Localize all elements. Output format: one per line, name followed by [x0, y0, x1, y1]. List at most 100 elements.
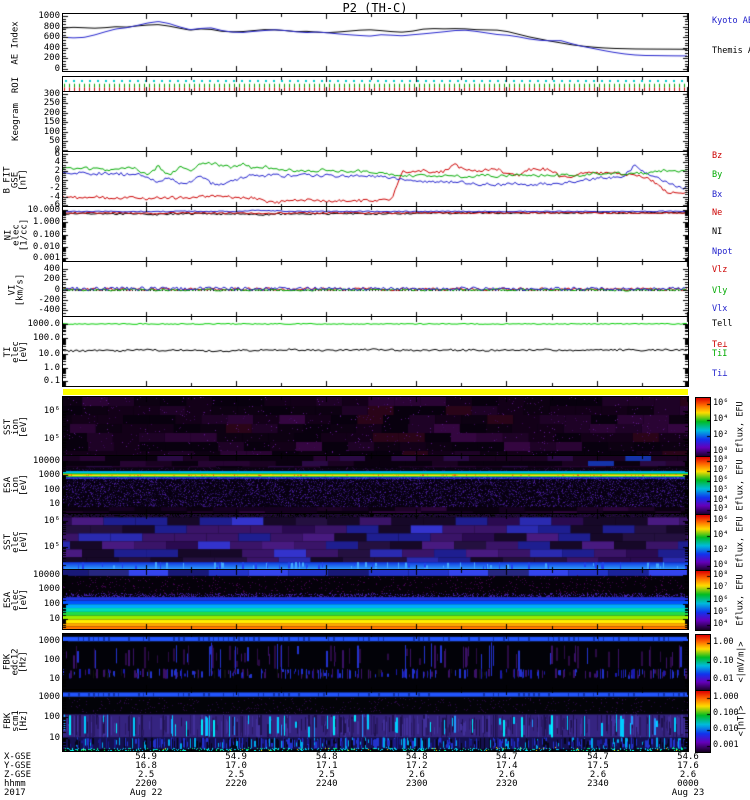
- trace-label-bx: Bx: [712, 189, 723, 200]
- ytick-label-bfit: 4: [54, 157, 60, 168]
- axis-col-2-row-1: 17.1: [315, 761, 338, 771]
- colorbar-tick-esa_ion: 10⁴: [713, 494, 729, 505]
- panel-temp: [62, 316, 689, 387]
- ytick-label-dens: 1.000: [32, 217, 60, 228]
- colorbar-tick-sst_ion: 10⁴: [713, 413, 729, 424]
- panel-temp-plot: [63, 317, 688, 386]
- ytick-label-ae: 600: [43, 32, 60, 43]
- ti-perp-saturated-line: [63, 389, 688, 395]
- panel-roi-plot: [63, 77, 688, 92]
- colorbar-tick-sst_elec: 10²: [713, 544, 729, 555]
- axis-col-3-row-3: 2300: [405, 779, 428, 789]
- ytick-label-sst_ion: 10⁶: [43, 406, 60, 417]
- ytick-label-esa_ion: 10: [49, 499, 60, 510]
- colorbar-esa_ion: [695, 456, 711, 516]
- ytick-label-esa_elec: 10000: [32, 569, 60, 580]
- axis-col-0-row-2: 2.5: [137, 770, 155, 780]
- panel-sst_elec: [62, 513, 689, 571]
- ytick-label-esa_ion: 1000: [38, 470, 60, 481]
- axis-col-3-row-2: 2.6: [408, 770, 425, 780]
- ytick-label-bfit: 6: [54, 149, 60, 160]
- ytick-label-keogram: 150: [43, 117, 60, 127]
- axis-title-text-temp: TI elec [eV]: [3, 340, 29, 363]
- colorbar-title-text-esa_elec: Eflux, EFU: [736, 573, 746, 626]
- colorbar-tick-sst_ion: 10⁰: [713, 445, 729, 456]
- trace-label-ti: Ti⊥: [712, 368, 728, 379]
- ytick-label-ae: 400: [43, 42, 60, 53]
- colorbar-tick-esa_ion: 10⁸: [713, 455, 729, 466]
- colorbar-tick-sst_elec: 10⁶: [713, 514, 729, 525]
- trace-label-ni: NI: [712, 226, 723, 237]
- axis-title-bfit: B FIT GSE [nT]: [1, 152, 31, 207]
- colorbar-tick-sst_elec: 10⁴: [713, 529, 729, 540]
- axis-col-1-row-2: 2.5: [227, 770, 245, 780]
- axis-col-2-row-2: 2.5: [318, 770, 335, 780]
- panel-esa_elec-plot: [63, 570, 688, 629]
- colorbar-tick-esa_elec: 10⁶: [713, 594, 729, 605]
- axis-row-header-zgse: Z-GSE: [4, 770, 32, 780]
- axis-row-header-2017: 2017: [4, 788, 26, 798]
- axis-row-header-ygse: Y-GSE: [4, 761, 32, 771]
- colorbar-tick-fbk2: 0.010: [713, 724, 739, 735]
- axis-col-5-row-3: 2340: [587, 779, 609, 789]
- colorbar-title-text-fbk1: <|mV/m|>: [736, 641, 747, 683]
- colorbar-tick-fbk2: 0.100: [713, 708, 739, 719]
- colorbar-tick-esa_elec: 10⁸: [713, 569, 729, 580]
- axis-title-fbk2: FBK scm1 [Hz]: [1, 690, 31, 751]
- axis-col-6-row-4: Aug 23: [671, 788, 705, 798]
- ytick-label-esa_ion: 10000: [32, 455, 60, 466]
- panel-keogram-plot: [63, 92, 688, 152]
- trace-label-by: By: [712, 170, 723, 181]
- panel-fbk2-plot: [63, 690, 688, 751]
- trace-label-ne: Ne: [712, 207, 723, 218]
- colorbar-tick-fbk2: 1.000: [713, 692, 739, 703]
- axis-title-text-fbk2: FBK scm1 [Hz]: [3, 709, 29, 732]
- axis-title-esa_elec: ESA elec [eV]: [1, 570, 31, 629]
- ytick-label-bfit: 2: [54, 166, 60, 177]
- panel-fbk1: [62, 633, 689, 691]
- panel-fbk1-plot: [63, 634, 688, 690]
- ytick-label-temp: 100.0: [32, 333, 60, 344]
- axis-col-2-row-0: 54.8: [315, 752, 338, 762]
- ytick-label-temp: 1000.0: [27, 318, 60, 329]
- colorbar-title-text-sst_ion: Eflux, EFU: [736, 400, 746, 453]
- ytick-label-keogram: 100: [43, 126, 60, 137]
- colorbar-fbk1: [695, 634, 711, 692]
- colorbar-tick-esa_elec: 10⁴: [713, 619, 729, 630]
- panel-vel-plot: [63, 262, 688, 317]
- colorbar-title-esa_ion: Eflux, EFU: [733, 456, 749, 514]
- colorbar-tick-esa_ion: 10⁶: [713, 474, 729, 485]
- panel-esa_ion-plot: [63, 456, 688, 514]
- ytick-label-esa_ion: 100: [43, 484, 60, 495]
- ytick-label-esa_elec: 1000: [38, 584, 60, 595]
- colorbar-title-esa_elec: Eflux, EFU: [733, 570, 749, 629]
- colorbar-title-fbk1: <|mV/m|>: [733, 634, 749, 690]
- axis-title-text-esa_ion: ESA ion [eV]: [3, 474, 29, 496]
- axis-title-text-sst_ion: SST ion [eV]: [3, 415, 29, 438]
- ytick-label-keogram: 50: [49, 135, 60, 146]
- axis-title-temp: TI elec [eV]: [1, 317, 31, 386]
- panel-sst_elec-plot: [63, 514, 688, 570]
- axis-title-text-ae: AE Index: [11, 20, 22, 65]
- trace-label-vlz: Vlz: [712, 265, 728, 276]
- ytick-label-fbk1: 1000: [38, 635, 60, 646]
- ytick-label-esa_elec: 10: [49, 613, 60, 624]
- axis-title-ae: AE Index: [1, 14, 31, 71]
- ytick-label-keogram: 300: [43, 89, 60, 100]
- ytick-label-fbk1: 10: [49, 673, 60, 684]
- axis-col-4-row-3: 2320: [495, 779, 518, 789]
- panel-esa_ion: [62, 455, 689, 515]
- axis-title-fbk1: FBK edc12 [Hz]: [1, 634, 31, 690]
- colorbar-title-text-fbk2: <|nT|>: [736, 705, 746, 736]
- axis-title-sst_ion: SST ion [eV]: [1, 397, 31, 456]
- axis-col-1-row-0: 54.9: [225, 752, 247, 762]
- panel-dens: [62, 206, 689, 263]
- ytick-label-temp: 10.0: [38, 348, 60, 359]
- ytick-label-fbk2: 1000: [38, 691, 60, 702]
- axis-title-text-sst_elec: SST elec [eV]: [3, 531, 29, 553]
- colorbar-tick-sst_ion: 10⁶: [713, 397, 729, 408]
- trace-label-te: Te⊥: [712, 339, 728, 350]
- panel-vel: [62, 261, 689, 318]
- axis-title-dens: NI elec [1/cc]: [1, 207, 31, 262]
